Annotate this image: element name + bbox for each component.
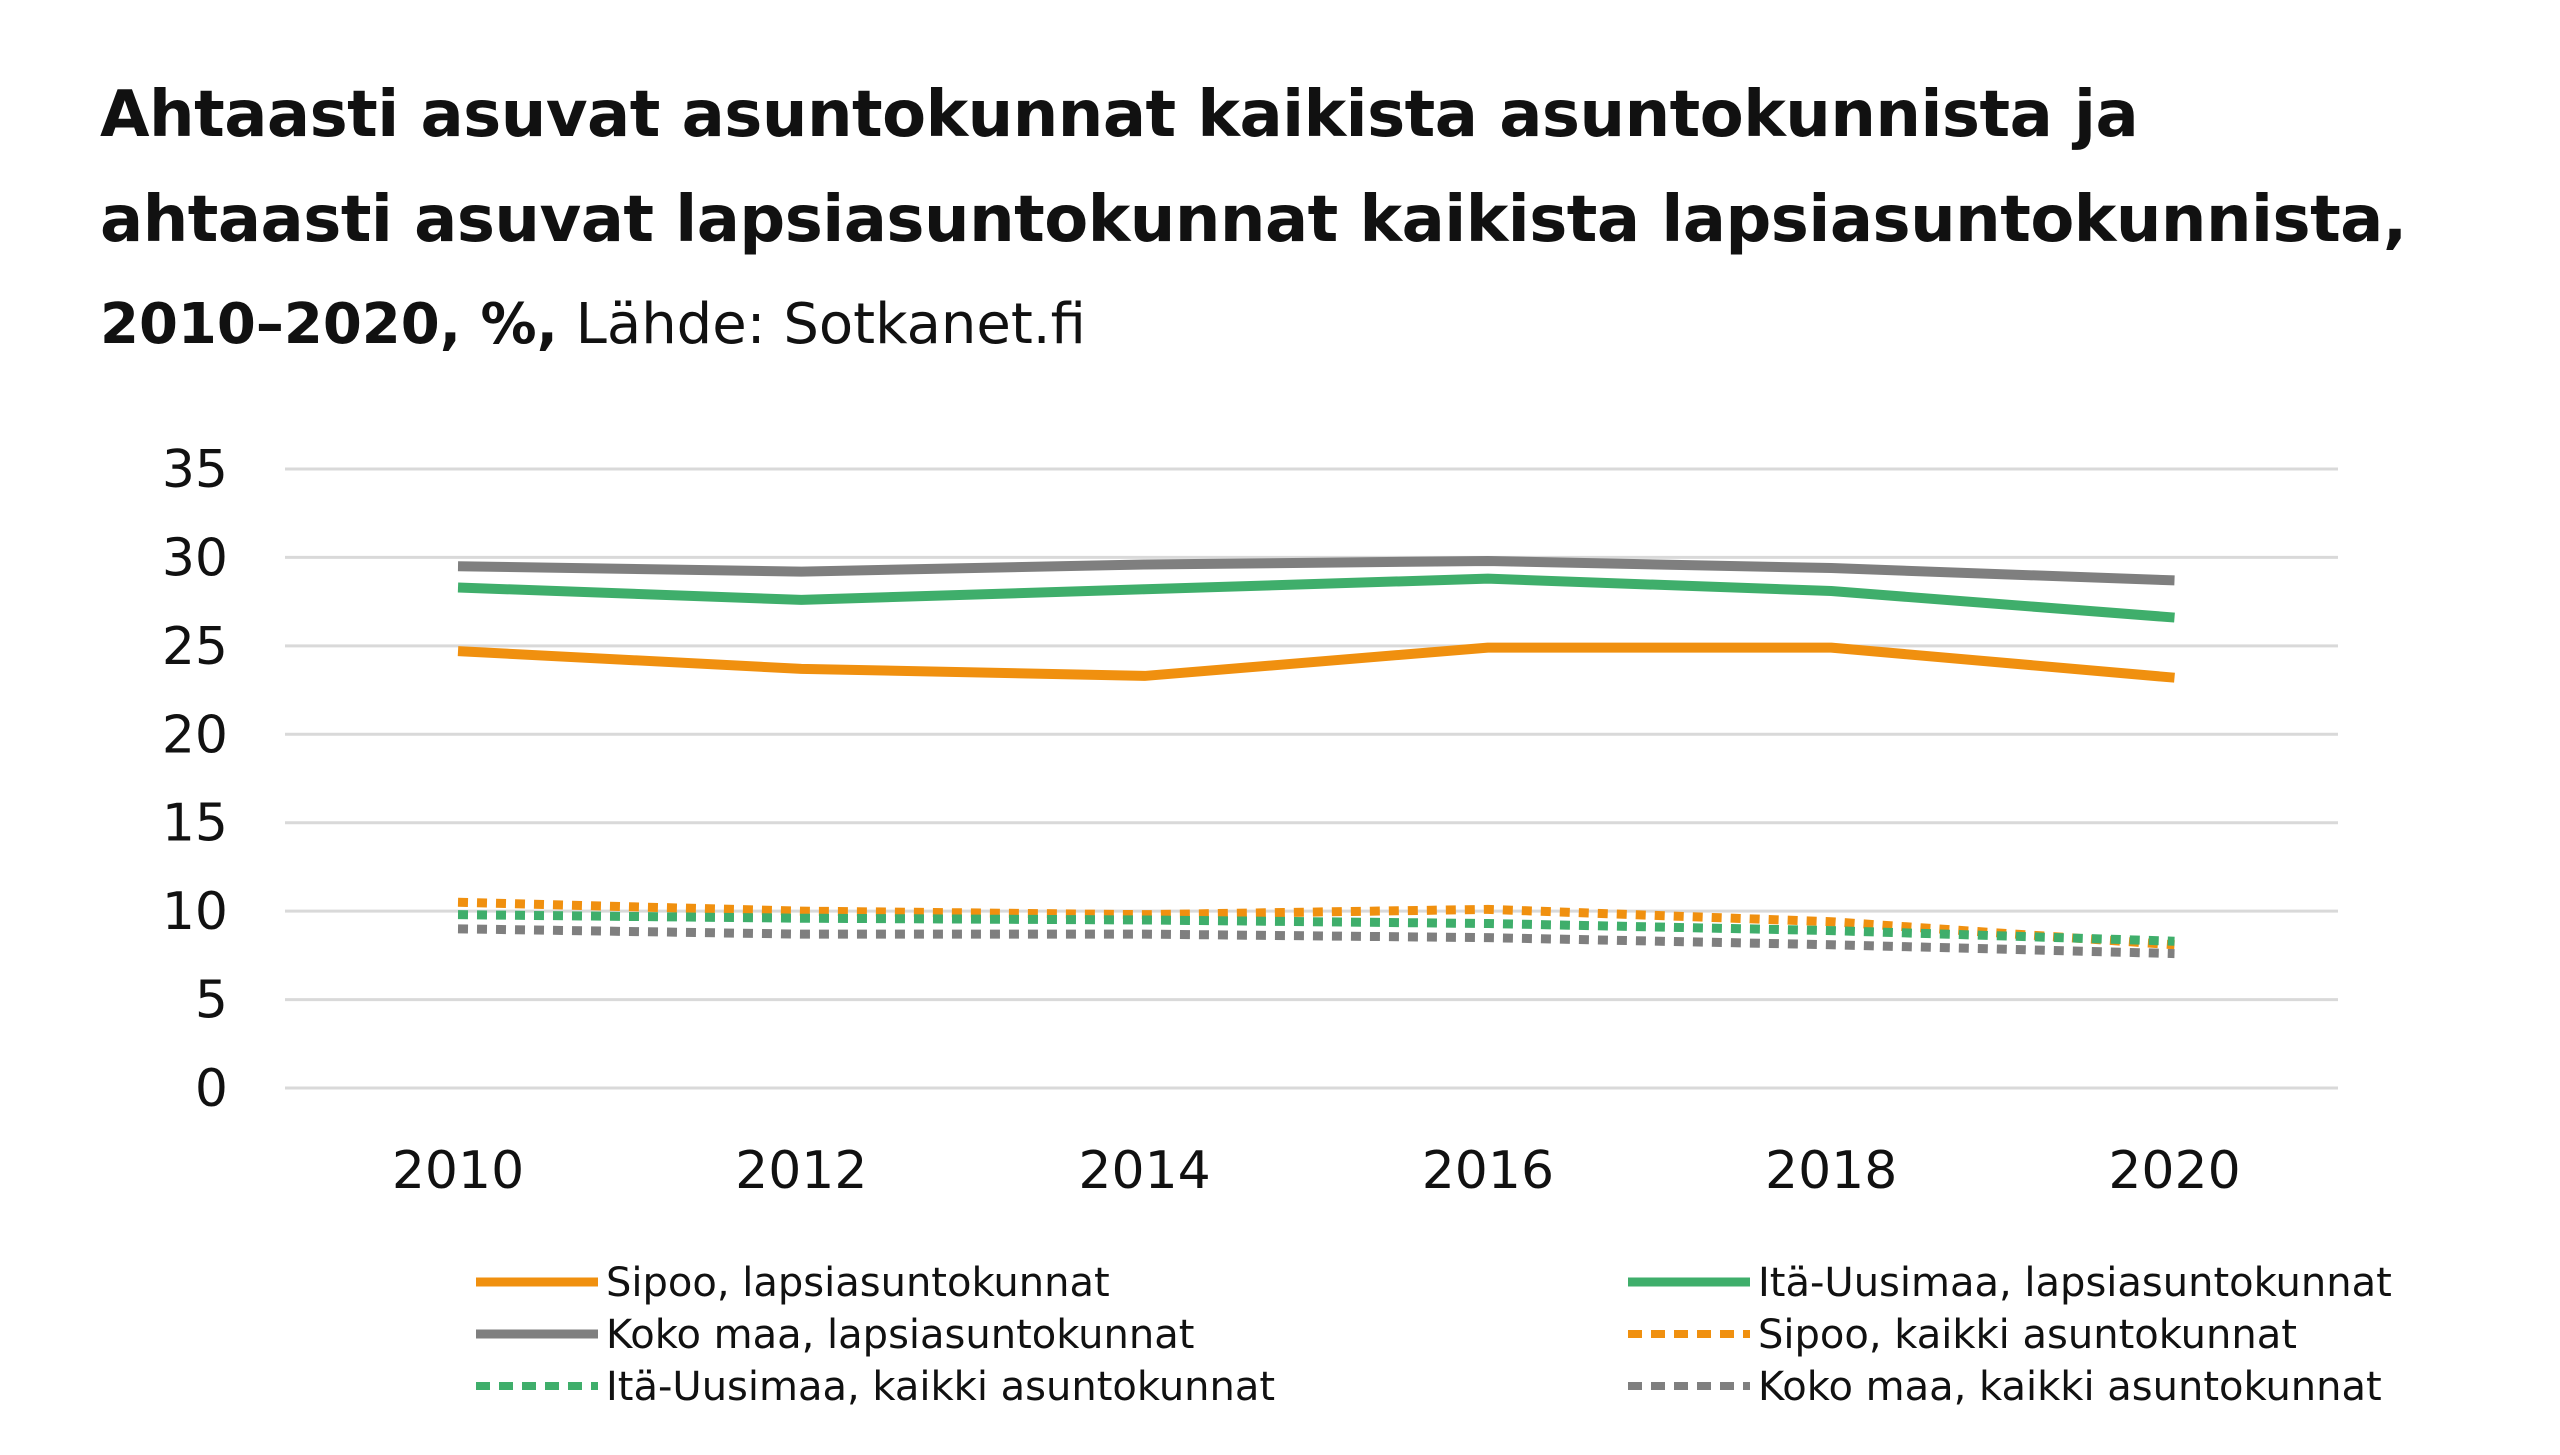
series-line-1	[457, 573, 2175, 623]
y-tick-label: 20	[162, 705, 228, 765]
series-line-0	[457, 642, 2175, 683]
chart-title-line-2: ahtaasti asuvat lapsiasuntokunnat kaikis…	[100, 183, 2407, 257]
y-tick-label: 30	[162, 528, 228, 588]
chart-title-line-1: Ahtaasti asuvat asuntokunnat kaikista as…	[100, 78, 2139, 152]
legend-label: Koko maa, lapsiasuntokunnat	[606, 1312, 1194, 1358]
y-tick-label: 0	[195, 1059, 228, 1119]
legend-label: Itä-Uusimaa, kaikki asuntokunnat	[606, 1364, 1275, 1410]
x-tick-label: 2014	[1078, 1141, 1210, 1201]
legend-label: Sipoo, lapsiasuntokunnat	[606, 1260, 1110, 1306]
y-tick-label: 10	[162, 882, 228, 942]
series-line-3	[457, 897, 2175, 950]
x-tick-label: 2020	[2108, 1141, 2240, 1201]
x-tick-label: 2010	[392, 1141, 524, 1201]
y-tick-label: 35	[162, 440, 228, 500]
series-line-2	[457, 555, 2175, 586]
x-tick-label: 2016	[1422, 1141, 1554, 1201]
legend-label: Itä-Uusimaa, lapsiasuntokunnat	[1758, 1260, 2392, 1306]
y-tick-label: 25	[162, 617, 228, 677]
y-tick-label: 5	[195, 971, 228, 1031]
legend-label: Koko maa, kaikki asuntokunnat	[1758, 1364, 2382, 1410]
chart-subtitle: 2010–2020, %, Lähde: Sotkanet.fi	[100, 292, 1086, 357]
x-tick-label: 2012	[735, 1141, 867, 1201]
x-tick-label: 2018	[1765, 1141, 1897, 1201]
legend-label: Sipoo, kaikki asuntokunnat	[1758, 1312, 2297, 1358]
series-line-4	[457, 910, 2175, 946]
series-line-5	[457, 924, 2175, 959]
subtitle-source: Lähde: Sotkanet.fi	[557, 292, 1086, 357]
subtitle-period: 2010–2020, %,	[100, 292, 558, 357]
y-tick-label: 15	[162, 794, 228, 854]
